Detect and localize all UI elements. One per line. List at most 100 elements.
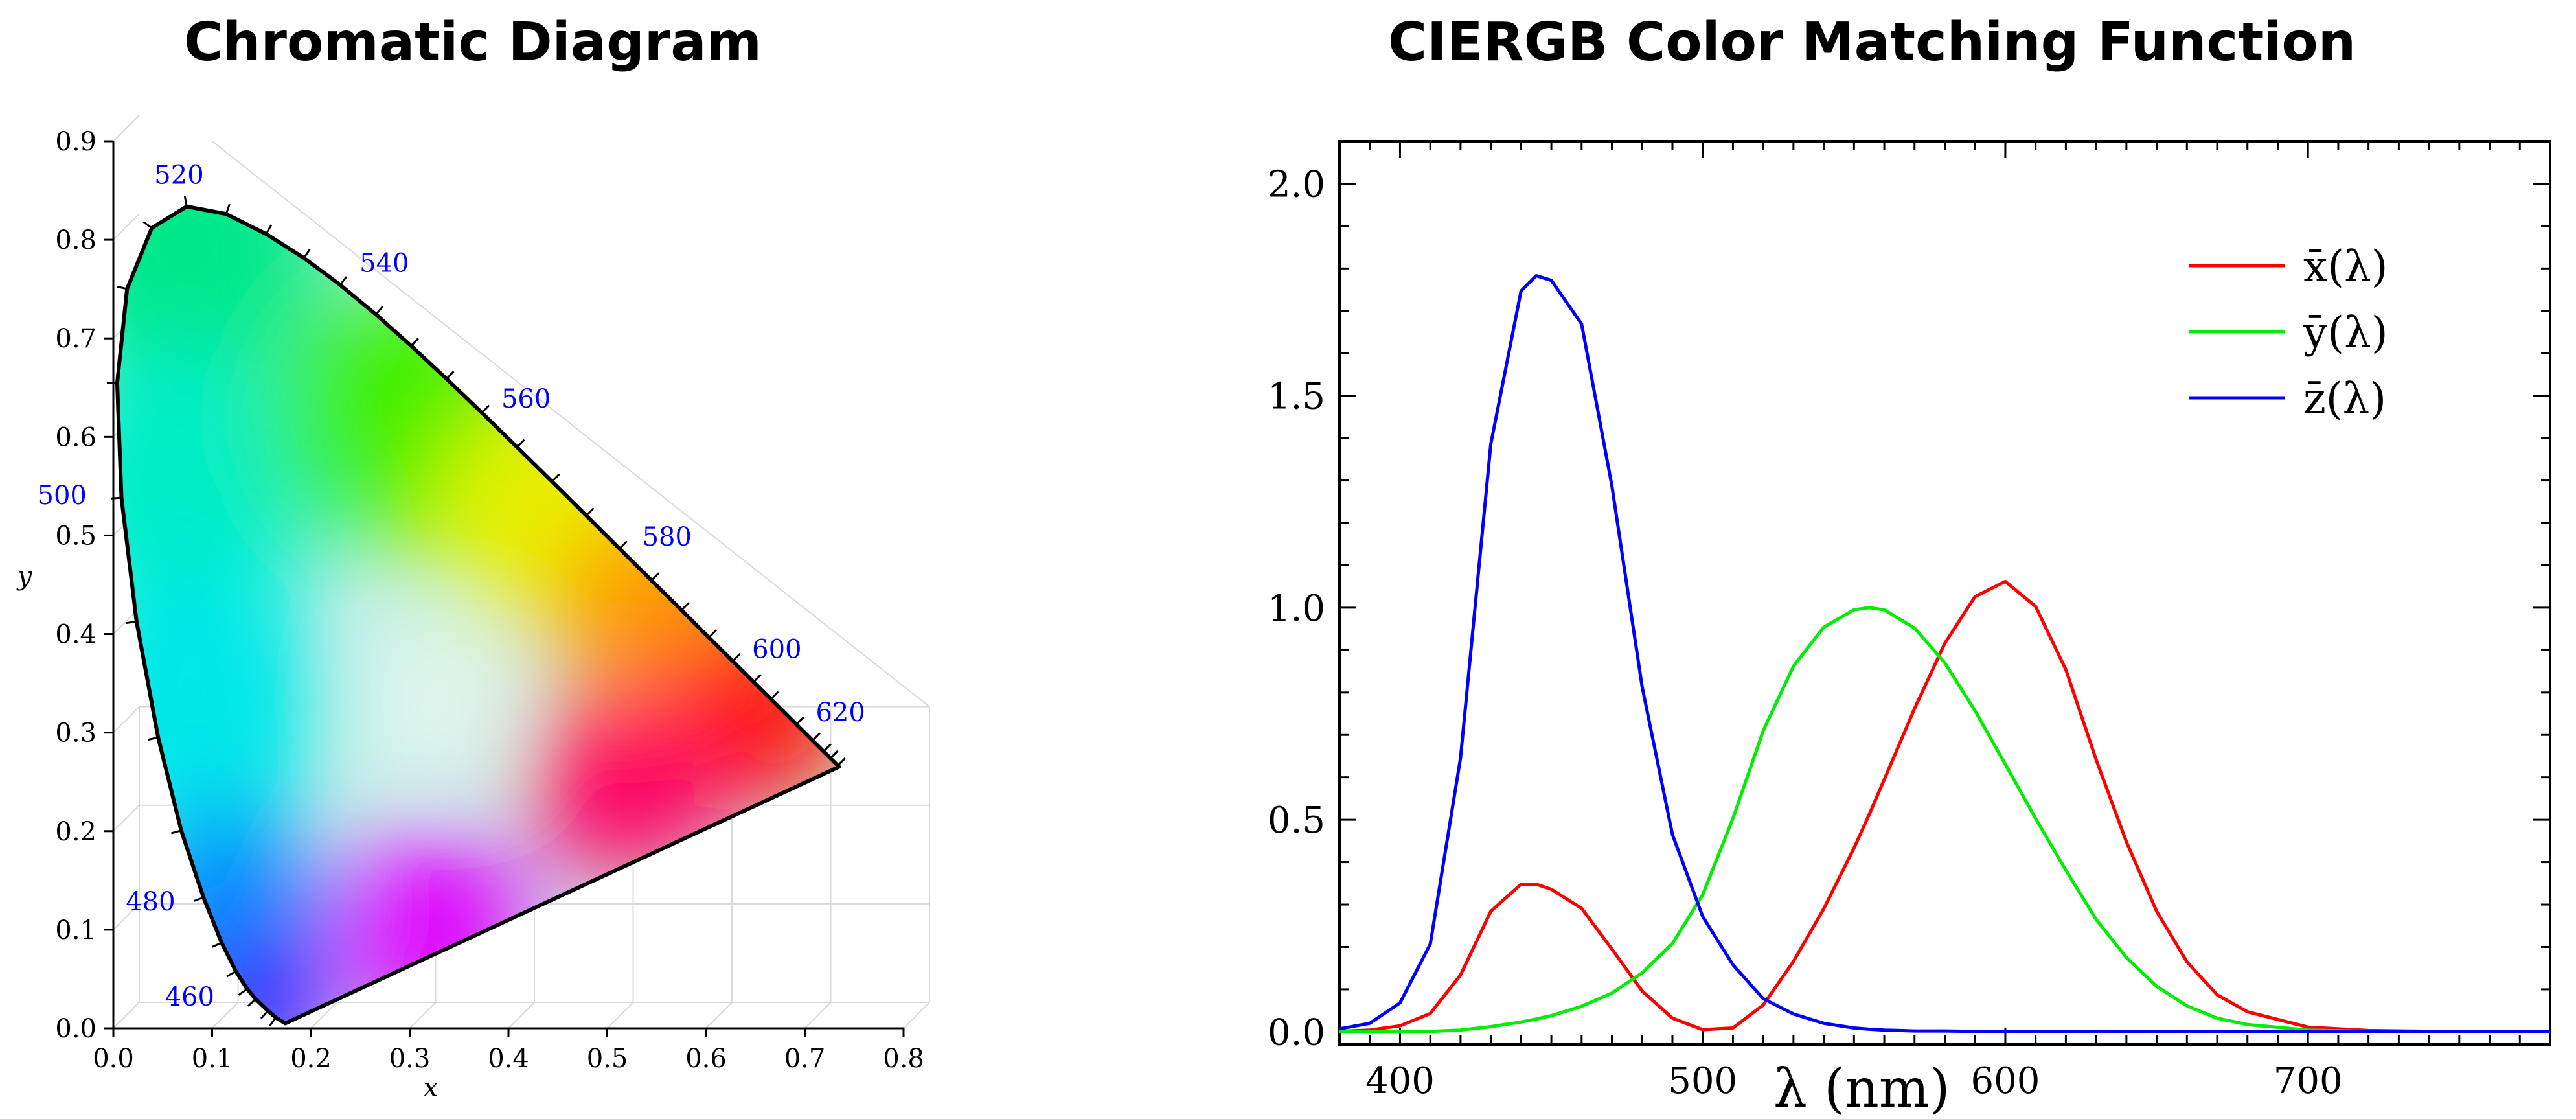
wavelength-label: 520 bbox=[154, 161, 203, 190]
y-tick-label: 0.5 bbox=[1268, 800, 1325, 842]
locus-tick bbox=[302, 249, 311, 259]
y-tick-label: 0.0 bbox=[55, 1014, 97, 1044]
locus-tick bbox=[830, 750, 839, 759]
gamut-color-blob bbox=[530, 684, 724, 879]
locus-tick bbox=[269, 1017, 277, 1027]
x-tick-label: 600 bbox=[1971, 1060, 2040, 1102]
grid-line bbox=[113, 706, 140, 733]
locus-tick bbox=[516, 439, 525, 448]
wavelength-label: 480 bbox=[126, 887, 175, 917]
locus-tick bbox=[586, 507, 595, 516]
locus-tick bbox=[823, 743, 832, 752]
locus-tick bbox=[339, 276, 348, 286]
locus-tick bbox=[650, 572, 660, 581]
locus-tick bbox=[238, 988, 248, 996]
legend-label: x̄(λ) bbox=[2303, 242, 2388, 292]
locus-tick bbox=[142, 221, 153, 229]
locus-tick bbox=[795, 716, 804, 726]
locus-tick bbox=[148, 736, 159, 741]
locus-tick bbox=[211, 941, 222, 948]
y-tick-label: 0.1 bbox=[55, 916, 97, 945]
y-tick-label: 0.8 bbox=[55, 225, 97, 255]
y-tick-label: 0.9 bbox=[55, 127, 97, 157]
x-tick-label: 0.6 bbox=[685, 1044, 727, 1074]
legend-label: ȳ(λ) bbox=[2303, 308, 2388, 358]
locus-tick bbox=[770, 691, 779, 700]
locus-tick bbox=[126, 620, 137, 625]
wavelength-label: 580 bbox=[643, 522, 692, 552]
gamut-color-blob bbox=[117, 343, 325, 629]
grid-line bbox=[113, 115, 140, 142]
x-axis-title: λ (nm) bbox=[1773, 1058, 1950, 1119]
locus-tick bbox=[551, 473, 560, 483]
chromaticity-chart-title: Chromatic Diagram bbox=[184, 12, 762, 73]
chromaticity-diagram: 460 480 500 520 540 560 580 600 620 0.0 0.1 0.2 0.3 0… bbox=[16, 115, 930, 1103]
grid-line bbox=[804, 1002, 832, 1029]
y-tick-label: 0.4 bbox=[55, 620, 97, 650]
x-tick-label: 700 bbox=[2274, 1060, 2343, 1102]
x-tick-label: 0.2 bbox=[290, 1044, 332, 1074]
x-tick-label: 0.4 bbox=[488, 1044, 529, 1074]
wavelength-label: 620 bbox=[816, 698, 865, 728]
wavelength-label: 540 bbox=[359, 249, 409, 279]
wavelength-label: 560 bbox=[501, 384, 551, 414]
locus-tick bbox=[481, 404, 490, 414]
locus-tick bbox=[226, 970, 236, 978]
grid-line bbox=[113, 1002, 140, 1029]
x-tick-label: 0.0 bbox=[93, 1044, 134, 1074]
x-axis-title: x bbox=[424, 1073, 439, 1103]
series-line-1 bbox=[1339, 606, 2551, 1033]
locus-tick bbox=[732, 652, 741, 662]
grid-line bbox=[310, 1002, 337, 1029]
y-tick-label: 0.5 bbox=[55, 521, 97, 551]
y-tick-label: 0.2 bbox=[55, 817, 97, 847]
y-tick-label: 0.7 bbox=[55, 324, 97, 354]
wavelength-label: 600 bbox=[752, 634, 801, 664]
gamut-color-blob bbox=[117, 206, 332, 389]
legend-label: z̄(λ) bbox=[2303, 374, 2386, 424]
locus-tick bbox=[753, 674, 762, 683]
locus-tick bbox=[619, 540, 628, 549]
grid-line bbox=[113, 805, 140, 832]
y-axis-title: y bbox=[16, 562, 33, 592]
y-tick-label: 0.6 bbox=[55, 422, 97, 452]
cmf-chart-title: CIERGB Color Matching Function bbox=[1387, 12, 2356, 73]
grid-line bbox=[705, 1002, 733, 1029]
x-tick-label: 0.8 bbox=[883, 1044, 924, 1074]
y-tick-label: 1.0 bbox=[1268, 588, 1325, 630]
grid-line bbox=[508, 1002, 535, 1029]
grid-line bbox=[211, 1002, 239, 1029]
grid-line bbox=[211, 141, 930, 708]
locus-tick bbox=[247, 998, 256, 1007]
y-tick-label: 0.3 bbox=[55, 719, 97, 748]
y-tick-label: 0.0 bbox=[1268, 1011, 1325, 1054]
locus-tick bbox=[225, 203, 231, 214]
series-line-2 bbox=[1339, 274, 2550, 1033]
wavelength-label: 500 bbox=[38, 481, 87, 511]
locus-tick bbox=[375, 306, 383, 316]
x-tick-label: 400 bbox=[1365, 1060, 1435, 1102]
x-tick-label: 0.1 bbox=[192, 1044, 233, 1074]
locus-tick bbox=[265, 224, 273, 235]
locus-tick bbox=[446, 371, 455, 380]
y-tick-label: 1.5 bbox=[1268, 376, 1325, 418]
x-tick-label: 0.7 bbox=[784, 1044, 826, 1074]
gamut-color-blob bbox=[374, 638, 505, 768]
locus-ticks bbox=[106, 196, 846, 1027]
grid-line bbox=[606, 1002, 634, 1029]
x-tick-label: 0.3 bbox=[389, 1044, 431, 1074]
locus-tick bbox=[183, 196, 188, 207]
locus-tick bbox=[708, 629, 717, 638]
x-tick-label: 0.5 bbox=[587, 1044, 628, 1074]
locus-tick bbox=[193, 896, 204, 902]
locus-tick bbox=[117, 285, 128, 290]
y-tick-label: 2.0 bbox=[1268, 163, 1325, 205]
grid-line bbox=[903, 1002, 930, 1029]
grid-line bbox=[113, 903, 140, 930]
locus-tick bbox=[260, 1010, 269, 1019]
locus-tick bbox=[410, 338, 419, 347]
locus-tick bbox=[837, 757, 846, 767]
locus-tick bbox=[812, 732, 821, 741]
locus-tick bbox=[170, 829, 182, 835]
